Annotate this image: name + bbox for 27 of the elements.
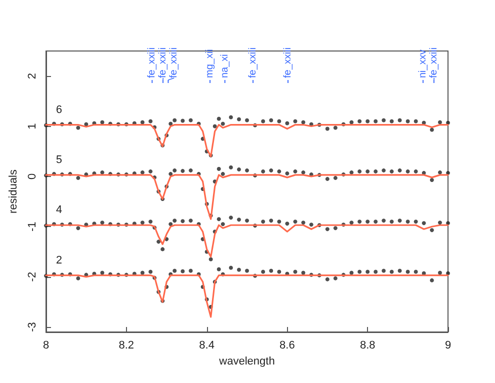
series-label: 4 — [56, 204, 62, 216]
ref-line-label: fe_xxiii — [146, 47, 158, 78]
y-tick-label: -2 — [26, 272, 38, 282]
ref-line-label: ni_xxv — [418, 50, 429, 78]
series-label: 5 — [56, 154, 62, 166]
ref-line-label: fe_xxiii — [248, 47, 259, 78]
x-tick-label: 8 — [42, 340, 50, 352]
ref-line-label: fe_xxiii — [168, 47, 180, 78]
ref-line-label: fe_xxiii — [158, 47, 169, 78]
x-axis-title: wavelength — [218, 356, 275, 368]
series-label: 6 — [56, 104, 62, 116]
x-tick-label: 8.6 — [280, 340, 295, 352]
x-tick-label: 9 — [444, 340, 452, 352]
ref-line-label: mg_xii — [204, 49, 216, 78]
y-tick-label: -1 — [26, 222, 38, 232]
x-tick-label: 8.8 — [360, 340, 376, 352]
y-tick-label: 2 — [26, 73, 38, 80]
ref-line-label: fe_xxiii — [282, 47, 294, 78]
x-tick-label: 8.4 — [199, 340, 214, 352]
ref-line-label: na_xi — [219, 54, 230, 78]
y-tick-label: 1 — [26, 123, 38, 130]
ref-line-label: fe_xxiii — [428, 47, 440, 78]
series-label: 2 — [56, 254, 62, 266]
y-tick-label: 0 — [26, 173, 38, 180]
y-axis-title: residuals — [8, 168, 20, 214]
y-tick-label: -3 — [26, 322, 38, 332]
x-tick-label: 8.2 — [118, 340, 134, 352]
